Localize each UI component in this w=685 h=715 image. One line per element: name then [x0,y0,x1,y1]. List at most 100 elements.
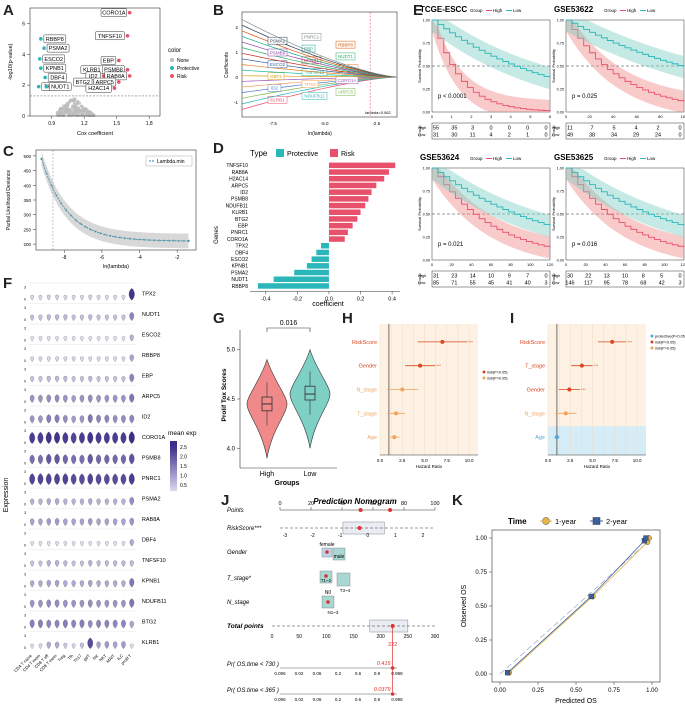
a-point-none [67,112,71,116]
f-violin [80,356,84,362]
f-violin [29,431,36,444]
d-ylabel: Genes [214,226,220,244]
e-ytick-label: 0.50 [423,213,430,217]
j-pr730-tick-label: 0.006 [274,671,286,676]
j-pr365-tick-label: 0.6 [355,697,362,702]
f-violin [96,619,101,629]
f-violin [129,539,134,547]
e-risk-label-low: Low [418,280,425,285]
f-violin [29,394,35,403]
k-legend-2y: 2-year [606,517,628,526]
a-gene-label: PSMB8 [104,68,123,74]
j-points-tick-label: 60 [370,501,376,507]
e-risk-low-count: 45 [488,281,494,287]
f-violin [121,560,126,567]
f-violin [120,454,127,465]
d-category-label: NDUFB11 [226,203,249,209]
f-violin [37,431,44,444]
c-xtick-label: -4 [137,255,142,261]
f-violin [129,414,135,424]
f-violin [112,414,118,424]
e-risk-high-count: 10 [488,274,494,280]
forest-xtick-label: 0.0 [545,458,552,463]
d-xtick-label: 0.0 [325,296,333,302]
f-violin [121,580,126,588]
f-violin [63,580,68,588]
forest-xtick-label: 7.5 [444,458,451,463]
d-legend-risk: Risk [341,151,355,158]
f-violin [96,295,101,301]
f-violin [121,295,126,301]
d-bar-h2ac14 [328,176,385,182]
f-violin [46,414,52,424]
e-risk-low-count: 117 [584,281,593,287]
f-violin [63,375,68,383]
k-xtick-label: 0.50 [570,688,582,694]
forest-legend-dot [482,370,486,374]
j-points-marker [388,508,393,512]
e-xtick-label: 40 [611,114,616,119]
forest-legend-label: risk(P<0.05) [487,371,508,375]
f-violin [38,619,43,629]
f-violin [79,473,85,485]
f-violin [62,454,68,465]
forest-xtick-label: 7.5 [612,458,619,463]
a-gene-label: DBF4 [50,75,64,81]
d-category-label: ID2 [240,190,248,196]
e-curve-low [432,19,551,79]
j-pr365-tick-label: 0.2 [335,697,342,702]
a-point-none [68,109,72,113]
f-violin [46,375,51,383]
e-xtick-label: 0 [565,262,568,267]
j-total-tick-label: 50 [296,634,302,640]
f-violin [103,431,110,444]
f-violin [120,473,127,485]
k-xtick-label: 0.75 [608,688,620,694]
e-xtick-label: 20 [583,262,588,267]
f-violin [70,473,77,485]
b-label-box [301,44,316,53]
e-xtick-label: 20 [449,262,454,267]
d-category-label: NUDT1 [231,277,248,283]
e-legend-high: High [627,156,637,161]
f-violin [80,642,84,649]
f-legend-swatch [170,461,177,464]
e-risk-high-count: 0 [544,274,547,280]
e-risk-low-count: 95 [604,281,610,287]
f-violin [129,393,135,403]
f-violin [121,414,126,424]
f-violin [46,560,51,567]
f-violin [71,643,76,649]
j-pr730-marker [390,666,395,670]
f-violin [87,431,94,444]
e-risk-low-count: 2 [508,133,511,139]
panel-g-boxplot: 4.0 4.5 5.0 High Low 0.016 Groups Prolif Tox … [221,320,337,487]
e-risk-high-count: 22 [585,274,591,280]
g-pvalue: 0.016 [280,320,298,327]
d-bar-tnfsf10 [328,162,396,169]
f-violin [54,518,60,526]
d-bar-btg2 [328,216,358,222]
f-violin [71,454,77,465]
d-category-label: KLRB1 [232,210,248,216]
e-xtick-label: 100 [661,262,668,267]
j-total-tick-label: 200 [376,634,385,640]
e-risk-high-count: 9 [508,274,511,280]
f-row-tick: 0 [24,400,26,404]
forest-legend-label: risk(P>0.05) [487,377,508,381]
a-gene-label-box [42,54,65,64]
f-legend-title: mean exp [168,430,197,437]
forest-variable-label: Gender [527,388,546,394]
panel-label-h: H [342,310,353,327]
f-violin [47,336,51,342]
e-ytick-label: 0.75 [423,42,430,46]
e-risk-high-count: 0 [678,274,681,280]
f-celltype-label: ILC [116,653,124,661]
f-violin [46,518,51,526]
f-violin [88,518,93,526]
e-legend-title: Group [604,156,617,161]
f-legend-swatch [170,471,177,474]
panel-b-lasso-paths: -7.5 -5.0 -2.5 -1 0 1 2 KLRB1 NDUFB11 ARPC5 ID2 TPX… [224,11,398,137]
e-risk-high-count: 23 [451,274,457,280]
f-violin [87,413,93,424]
